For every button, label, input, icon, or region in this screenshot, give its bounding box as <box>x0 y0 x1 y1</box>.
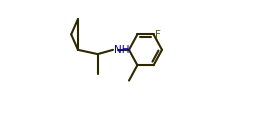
Text: NH: NH <box>114 45 130 55</box>
Text: F: F <box>155 30 161 40</box>
